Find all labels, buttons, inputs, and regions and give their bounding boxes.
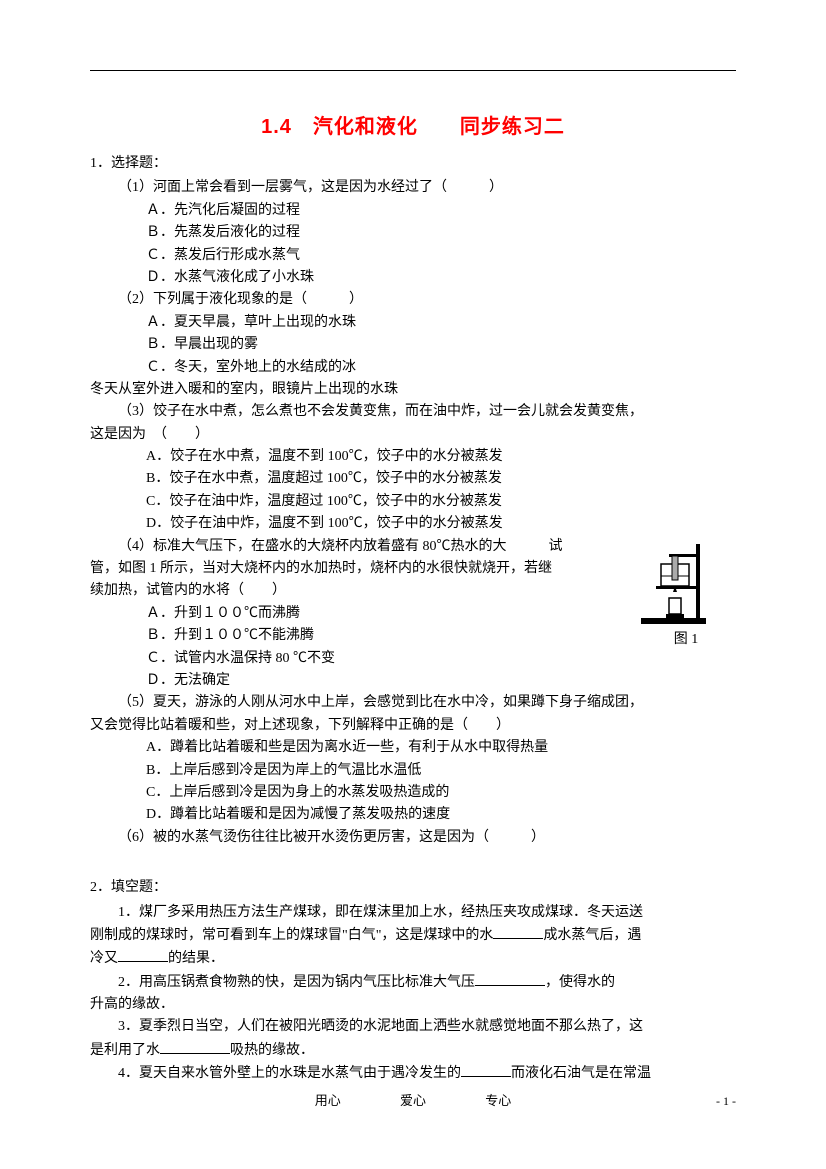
document-title: 1.4 汽化和液化 同步练习二 [90, 110, 736, 139]
figure-1-caption: 图 1 [636, 628, 736, 648]
s2-q1c-post: 的结果． [168, 951, 224, 966]
q5-option-a: A．蹲着比站着暖和些是因为离水近一些，有利于从水中取得热量 [146, 737, 736, 759]
apparatus-icon [636, 536, 716, 626]
s2-q3b-pre: 是利用了水 [90, 1043, 160, 1058]
q3-option-a: A．饺子在水中煮，温度不到 100℃，饺子中的水分被蒸发 [146, 446, 736, 468]
q3-stem-line1: （3）饺子在水中煮，怎么煮也不会发黄变焦，而在油中炸，过一会儿就会发黄变焦， [118, 401, 736, 423]
s2-q3-line2: 是利用了水 吸热的缘故． [90, 1039, 736, 1062]
q4-option-c: Ｃ．试管内水温保持 80 ℃不变 [146, 648, 736, 670]
q2-extra: 冬天从室外进入暖和的室内，眼镜片上出现的水珠 [90, 379, 736, 401]
blank-4 [160, 1039, 230, 1054]
section-2-heading: 2．填空题： [90, 877, 736, 899]
q1-option-c: Ｃ．蒸发后行形成水蒸气 [146, 245, 736, 267]
q5-option-b: B．上岸后感到冷是因为岸上的气温比水温低 [146, 760, 736, 782]
q1-option-a: Ａ．先汽化后凝固的过程 [146, 200, 736, 222]
s2-q3b-post: 吸热的缘故． [230, 1043, 314, 1058]
page-content: 1.4 汽化和液化 同步练习二 1．选择题： （1）河面上常会看到一层雾气，这是… [0, 0, 826, 1126]
blank-5 [461, 1062, 511, 1077]
footer-word-1: 用心 [315, 1093, 341, 1108]
s2-q2-line2: 升高的缘故． [90, 994, 736, 1016]
s2-q4-post: 而液化石油气是在常温 [511, 1066, 651, 1081]
q4-option-d: Ｄ．无法确定 [146, 670, 736, 692]
q5-stem-line2: 又会觉得比站着暖和些，对上述现象，下列解释中正确的是（ ） [90, 715, 736, 737]
figure-1-wrap: 图 1 [636, 536, 736, 648]
q3-option-d: D．饺子在油中炸，温度不到 100℃，饺子中的水分被蒸发 [146, 513, 736, 535]
s2-q4-pre: 4．夏天自来水管外壁上的水珠是水蒸气由于遇冷发生的 [118, 1066, 461, 1081]
q1-option-d: Ｄ．水蒸气液化成了小水珠 [146, 267, 736, 289]
footer: 用心 爱心 专心 [0, 1090, 826, 1109]
q5-option-c: C．上岸后感到冷是因为身上的水蒸发吸热造成的 [146, 782, 736, 804]
s2-q1b-pre: 刚制成的煤球时，常可看到车上的煤球冒"白气"，这是煤球中的水 [90, 928, 493, 943]
spacer [90, 849, 736, 871]
q3-option-b: B．饺子在水中煮，温度超过 100℃，饺子中的水分被蒸发 [146, 468, 736, 490]
q2-option-c: Ｃ．冬天，室外地上的水结成的冰 [146, 357, 736, 379]
footer-word-3: 专心 [485, 1093, 511, 1108]
s2-q1-line3: 冷又 的结果． [90, 947, 736, 970]
q6-stem: （6）被的水蒸气烫伤往往比被开水烫伤更厉害，这是因为（ ） [118, 827, 736, 849]
q2-stem: （2）下列属于液化现象的是（ ） [118, 289, 736, 311]
q1-stem: （1）河面上常会看到一层雾气，这是因为水经过了（ ） [118, 177, 736, 199]
s2-q3-line1: 3．夏季烈日当空，人们在被阳光晒烫的水泥地面上洒些水就感觉地面不那么热了，这 [90, 1016, 736, 1038]
blank-3 [475, 971, 545, 986]
footer-word-2: 爱心 [400, 1093, 426, 1108]
blank-2 [118, 947, 168, 962]
top-rule [90, 70, 736, 71]
q1-option-b: Ｂ．先蒸发后液化的过程 [146, 222, 736, 244]
blank-1 [493, 924, 543, 939]
s2-q2a-pre: 2．用高压锅煮食物熟的快，是因为锅内气压比标准大气压 [118, 975, 475, 990]
s2-q2a-post: ，使得水的 [545, 975, 615, 990]
q4-block: 图 1 （4）标准大气压下，在盛水的大烧杯内放着盛有 80℃热水的大 试 管，如… [90, 536, 736, 693]
q3-stem-line2: 这是因为 （ ） [90, 424, 736, 446]
section-1-heading: 1．选择题： [90, 153, 736, 175]
s2-q1-line1: 1．煤厂多采用热压方法生产煤球，即在煤沫里加上水，经热压夹攻成煤球．冬天运送 [90, 902, 736, 924]
q2-option-b: Ｂ．早晨出现的雾 [146, 334, 736, 356]
q2-option-a: Ａ．夏天早晨，草叶上出现的水珠 [146, 312, 736, 334]
q5-option-d: D．蹲着比站着暖和是因为减慢了蒸发吸热的速度 [146, 804, 736, 826]
s2-q1b-mid: 成水蒸气后，遇 [543, 928, 641, 943]
s2-q1-line2: 刚制成的煤球时，常可看到车上的煤球冒"白气"，这是煤球中的水 成水蒸气后，遇 [90, 924, 736, 947]
s2-q2-line1: 2．用高压锅煮食物熟的快，是因为锅内气压比标准大气压 ，使得水的 [90, 971, 736, 994]
q5-stem-line1: （5）夏天，游泳的人刚从河水中上岸，会感觉到比在水中冷，如果蹲下身子缩成团， [118, 692, 736, 714]
s2-q4-line1: 4．夏天自来水管外壁上的水珠是水蒸气由于遇冷发生的 而液化石油气是在常温 [90, 1062, 736, 1085]
q3-option-c: C．饺子在油中炸，温度超过 100℃，饺子中的水分被蒸发 [146, 491, 736, 513]
page-number: - 1 - [716, 1094, 736, 1109]
s2-q1c-pre: 冷又 [90, 951, 118, 966]
